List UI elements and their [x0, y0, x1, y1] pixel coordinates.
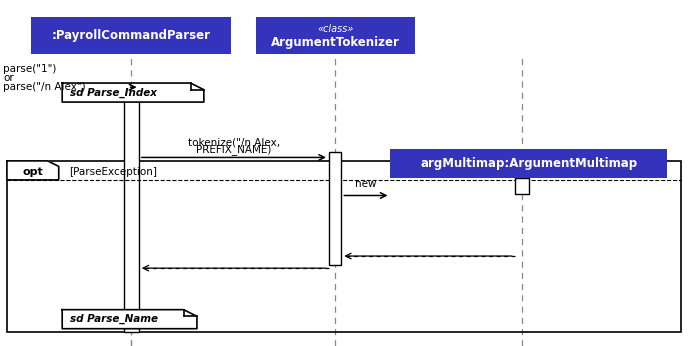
Bar: [31, 17, 231, 54]
Text: new: new: [355, 179, 377, 189]
Text: argMultimap:ArgumentMultimap: argMultimap:ArgumentMultimap: [420, 157, 637, 170]
Bar: [329, 152, 341, 265]
Text: sd Parse_Index: sd Parse_Index: [70, 88, 158, 98]
Text: :PayrollCommandParser: :PayrollCommandParser: [52, 29, 211, 42]
Text: parse("/n Alex"): parse("/n Alex"): [3, 82, 86, 92]
Text: or: or: [3, 73, 15, 83]
Bar: [390, 149, 667, 178]
Text: [ParseException]: [ParseException]: [69, 167, 157, 177]
Bar: [256, 17, 415, 54]
Text: opt: opt: [22, 167, 44, 177]
Bar: [7, 161, 681, 332]
Polygon shape: [7, 161, 59, 180]
Text: ArgumentTokenizer: ArgumentTokenizer: [271, 36, 399, 48]
Text: PREFIX_NAME): PREFIX_NAME): [196, 144, 272, 155]
Bar: [62, 310, 197, 329]
Text: «class»: «class»: [317, 24, 353, 34]
Text: tokenize("/n Alex,: tokenize("/n Alex,: [188, 138, 280, 148]
Text: parse("1"): parse("1"): [3, 64, 57, 74]
Bar: [515, 178, 529, 194]
Text: sd Parse_Name: sd Parse_Name: [70, 314, 158, 324]
Bar: [62, 83, 204, 102]
Bar: [124, 87, 139, 332]
